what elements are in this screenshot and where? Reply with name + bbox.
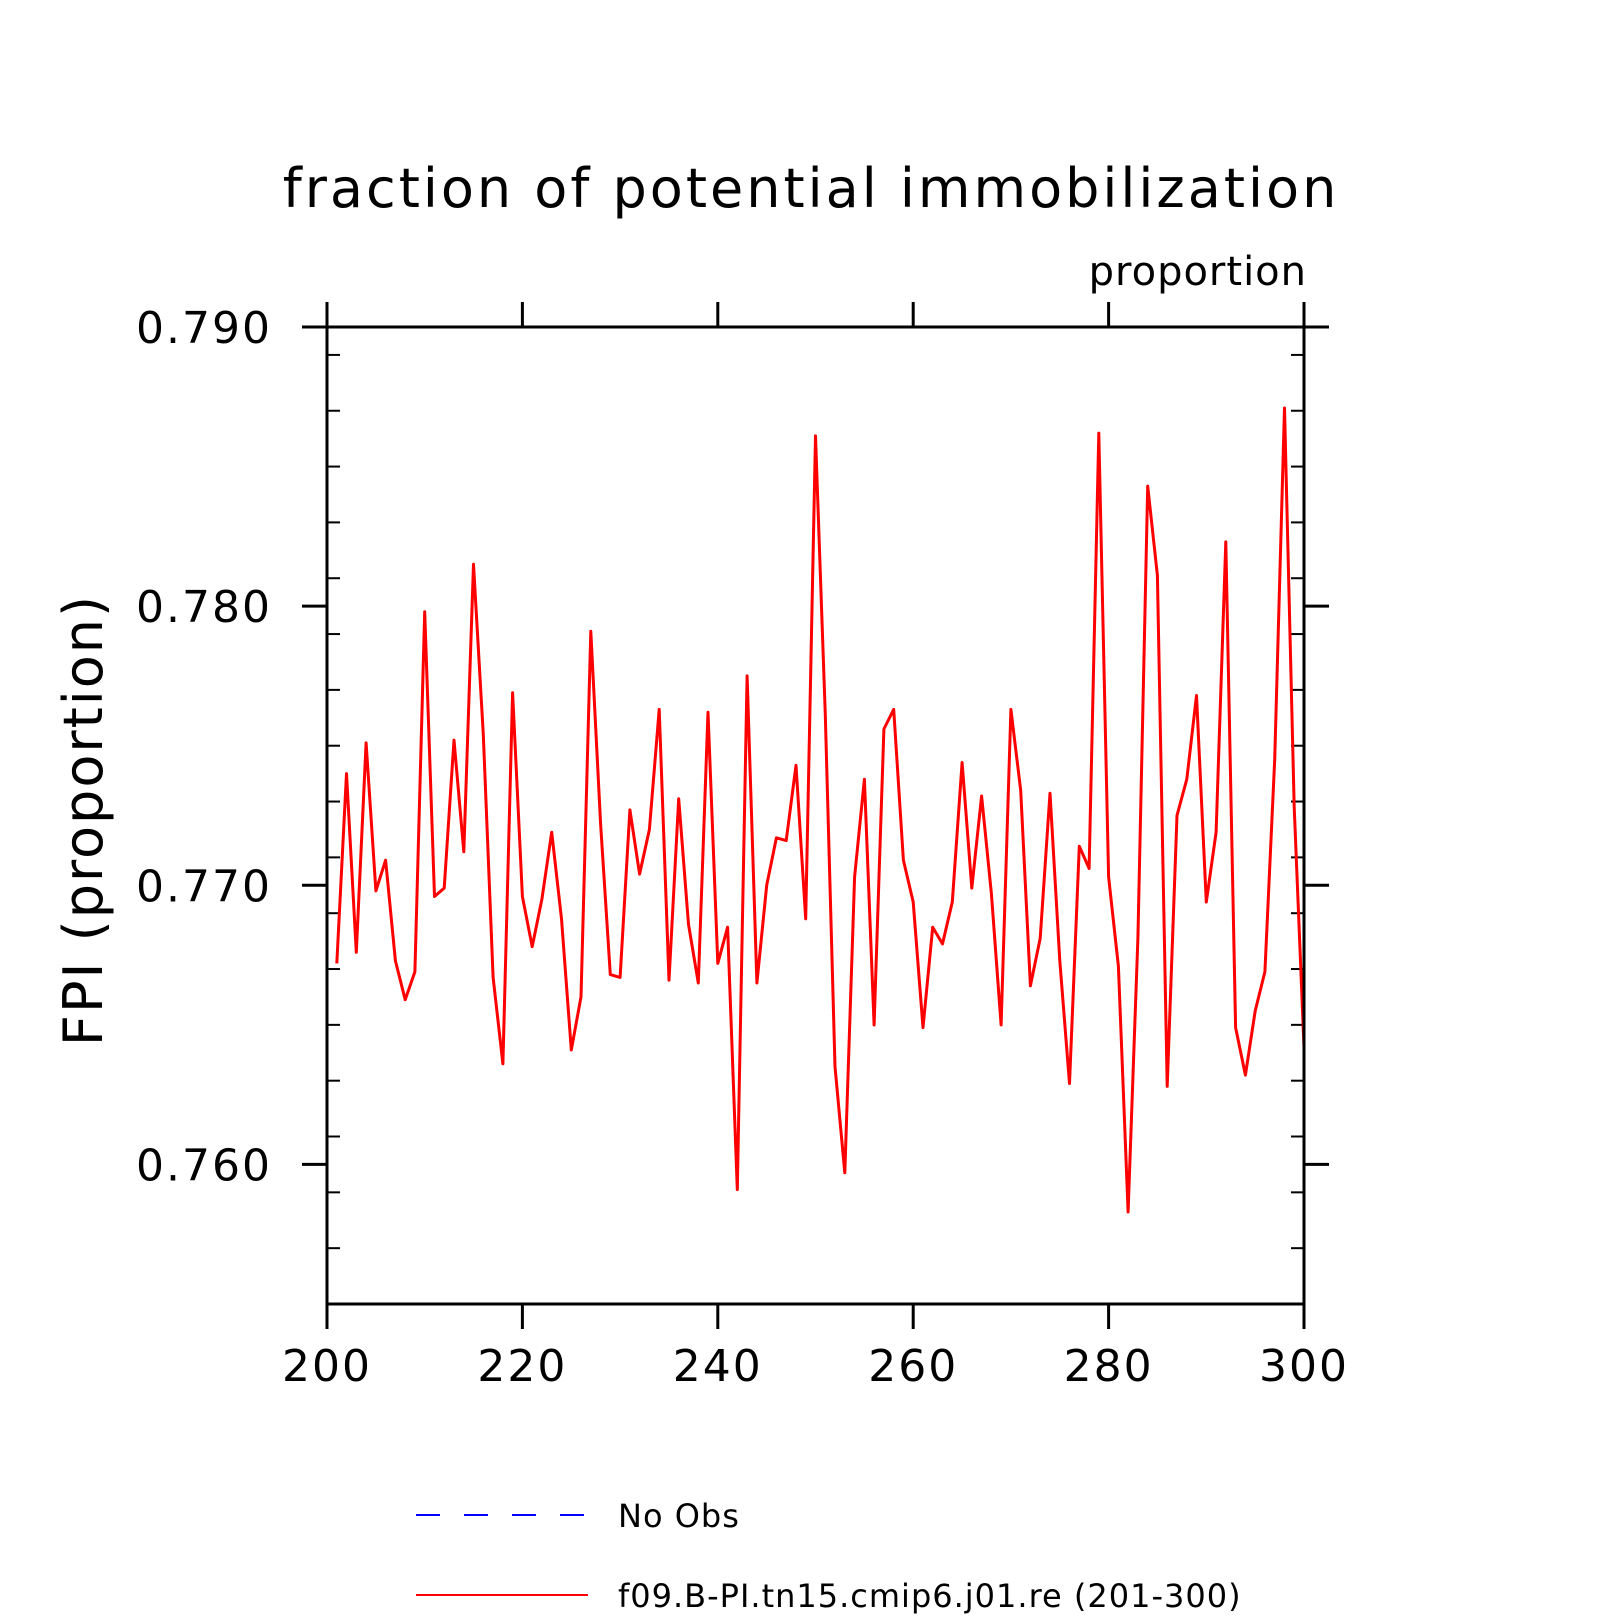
x-tick-label: 240 (673, 1341, 763, 1392)
tick-labels: 200 220 240 260 280 300 0.760 0.770 0.780 0.790 (136, 303, 1349, 1392)
y-tick-label: 0.770 (136, 861, 272, 912)
legend-label: No Obs (618, 1497, 740, 1535)
y-tick-label: 0.760 (136, 1140, 272, 1191)
legend-label: f09.B-PI.tn15.cmip6.j01.re (201-300) (618, 1577, 1242, 1615)
chart-title: fraction of potential immobilization (283, 157, 1340, 220)
axis-ticks (302, 302, 1329, 1329)
x-tick-label: 220 (477, 1341, 567, 1392)
x-tick-label: 260 (868, 1341, 958, 1392)
x-tick-label: 200 (282, 1341, 372, 1392)
x-tick-label: 300 (1259, 1341, 1349, 1392)
y-axis-label: FPI (proportion) (52, 594, 115, 1046)
data-series (335, 406, 1306, 1214)
legend: No Obs f09.B-PI.tn15.cmip6.j01.re (201-30… (416, 1497, 1242, 1615)
x-tick-label: 280 (1064, 1341, 1154, 1392)
chart-subtitle: proportion (1089, 249, 1307, 295)
series-line (335, 406, 1306, 1214)
y-tick-label: 0.790 (136, 303, 272, 354)
y-tick-label: 0.780 (136, 582, 272, 633)
plot-frame (325, 325, 1306, 1306)
